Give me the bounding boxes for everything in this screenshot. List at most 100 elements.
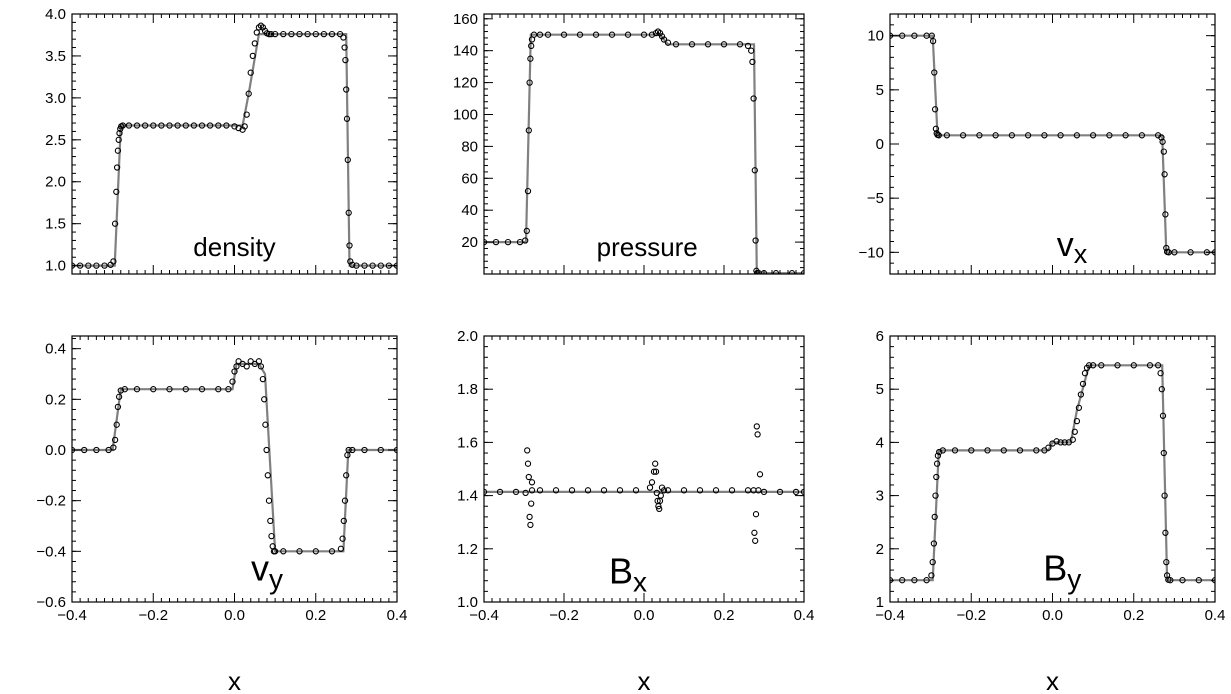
y-tick-label: 0.2 — [45, 391, 66, 408]
panel-vy-data-point — [114, 403, 122, 411]
panel-vy-data-point — [111, 436, 119, 444]
panel-by-data-point — [939, 447, 946, 454]
panel-by-data-point — [1000, 447, 1007, 454]
panel-bx-data-point — [660, 487, 668, 494]
y-tick-label: 6 — [876, 328, 884, 345]
panel-pressure-data-point — [576, 31, 584, 38]
panel-density-data-point — [115, 136, 122, 143]
panel-by-data-point — [923, 577, 930, 584]
panel-by-data-point — [932, 492, 939, 499]
panel-vy-data-point — [345, 446, 352, 454]
x-tick-label: 0.0 — [224, 607, 245, 624]
panel-bx-data-point — [752, 511, 760, 518]
panel-density-data-point — [312, 30, 319, 38]
panel-by-data-point — [936, 448, 943, 456]
panel-vy-data-point — [243, 363, 250, 370]
panel-bx-data-point — [728, 487, 736, 494]
panel-by-data-point — [911, 577, 918, 584]
panel-by-data-point — [929, 558, 936, 566]
x-tick-label: −0.2 — [956, 607, 986, 624]
panel-vx-data-point — [1122, 132, 1129, 139]
panel-by-data-point — [1130, 362, 1137, 369]
panel-by-plot-area — [890, 362, 1215, 584]
panel-pressure-data-point — [704, 41, 712, 48]
panel-vy-data-point — [261, 396, 268, 403]
panel-pressure-data-point — [720, 41, 728, 48]
panel-by-data-point — [933, 460, 941, 467]
panel-by-data-point — [1154, 362, 1162, 369]
panel-vy-data-point — [267, 517, 274, 525]
panel-density-data-point — [345, 209, 352, 216]
panel-by-data-point — [1033, 447, 1040, 454]
panel-density-data-point — [150, 122, 157, 129]
panel-density-data-point — [174, 122, 181, 129]
panel-bx-data-point — [536, 487, 544, 494]
panel-bx-data-point — [754, 431, 761, 438]
panel-pressure-data-point — [544, 31, 552, 38]
panel-pressure-data-point — [592, 31, 600, 38]
panel-density-data-point — [346, 242, 353, 249]
y-tick-label: 1.8 — [457, 381, 478, 398]
panel-vx-data-point — [1138, 132, 1146, 139]
panel-by-data-point — [1146, 362, 1154, 369]
panel-pressure-data-point — [492, 238, 500, 246]
panel-pressure-data-point — [528, 42, 535, 50]
panel-by-data-point — [1167, 577, 1174, 584]
y-tick-label: 2.5 — [45, 132, 66, 149]
panel-density-data-point — [296, 30, 303, 38]
panel-vx-data-point — [1041, 132, 1048, 139]
panel-pressure-data-point — [608, 31, 616, 38]
y-tick-label: 2.0 — [45, 174, 66, 191]
panel-density-data-point — [241, 123, 248, 130]
panel-density-data-point — [343, 86, 350, 93]
panel-pressure-data-point — [672, 41, 680, 48]
x-tick-label: −0.4 — [469, 607, 499, 624]
panel-by-data-point — [1160, 449, 1167, 457]
panel-pressure-data-point — [527, 55, 534, 62]
panel-density-data-point — [344, 156, 351, 164]
x-tick-label: −0.2 — [138, 607, 168, 624]
panel-by-data-point — [933, 473, 940, 481]
panel-density-data-point — [280, 30, 287, 38]
panel-density-data-point — [343, 115, 351, 122]
panel-by-data-point — [1098, 362, 1105, 369]
panel-bx-data-point — [756, 471, 764, 478]
panel-pressure-data-point — [788, 270, 796, 274]
panel-bx-data-point — [652, 460, 659, 467]
y-tick-label: −0.2 — [36, 493, 66, 510]
panel-density-reference-line — [72, 33, 397, 267]
panel-bx-data-point — [632, 487, 640, 494]
panel-density-data-point — [190, 122, 198, 129]
panel-pressure-data-point — [750, 95, 757, 102]
y-tick-label: 1.0 — [45, 258, 66, 275]
panel-density-data-point — [336, 30, 344, 38]
panel-bx-data-point — [527, 521, 534, 529]
panel-vy-data-point — [271, 548, 279, 555]
panel-bx-data-point — [753, 423, 760, 430]
panel-pressure-data-point — [504, 238, 512, 246]
panel-vy-data-point — [343, 472, 350, 479]
panel-by-data-point — [899, 577, 906, 584]
y-tick-label: −0.6 — [36, 594, 66, 611]
panel-pressure-data-point — [624, 31, 632, 38]
panel-density-data-point — [125, 122, 133, 129]
panel-bx-data-point — [760, 488, 768, 496]
panel-bx-data-point — [496, 488, 504, 496]
panel-bx-frame — [483, 335, 805, 603]
panel-vx-plot-area — [890, 32, 1215, 256]
panel-vy-data-point — [225, 386, 232, 393]
panel-vy-data-point — [133, 386, 141, 393]
y-tick-label: 4 — [876, 434, 884, 451]
panel-vy-data-point — [110, 444, 117, 451]
panel-vx-data-point — [976, 132, 983, 139]
panel-pressure: 20 40 60 80 100 120 140 160 pressure — [453, 11, 805, 275]
panel-pressure-data-point — [772, 270, 780, 274]
panel-pressure-data-point — [751, 167, 758, 174]
x-tick-label: 0.2 — [714, 607, 735, 624]
panel-vy-data-point — [339, 535, 346, 542]
panel-by-data-point — [1157, 370, 1164, 377]
panel-vy-data-point — [341, 497, 349, 504]
panel-bx-data-point — [648, 479, 656, 486]
panel-density-data-point — [377, 262, 384, 269]
